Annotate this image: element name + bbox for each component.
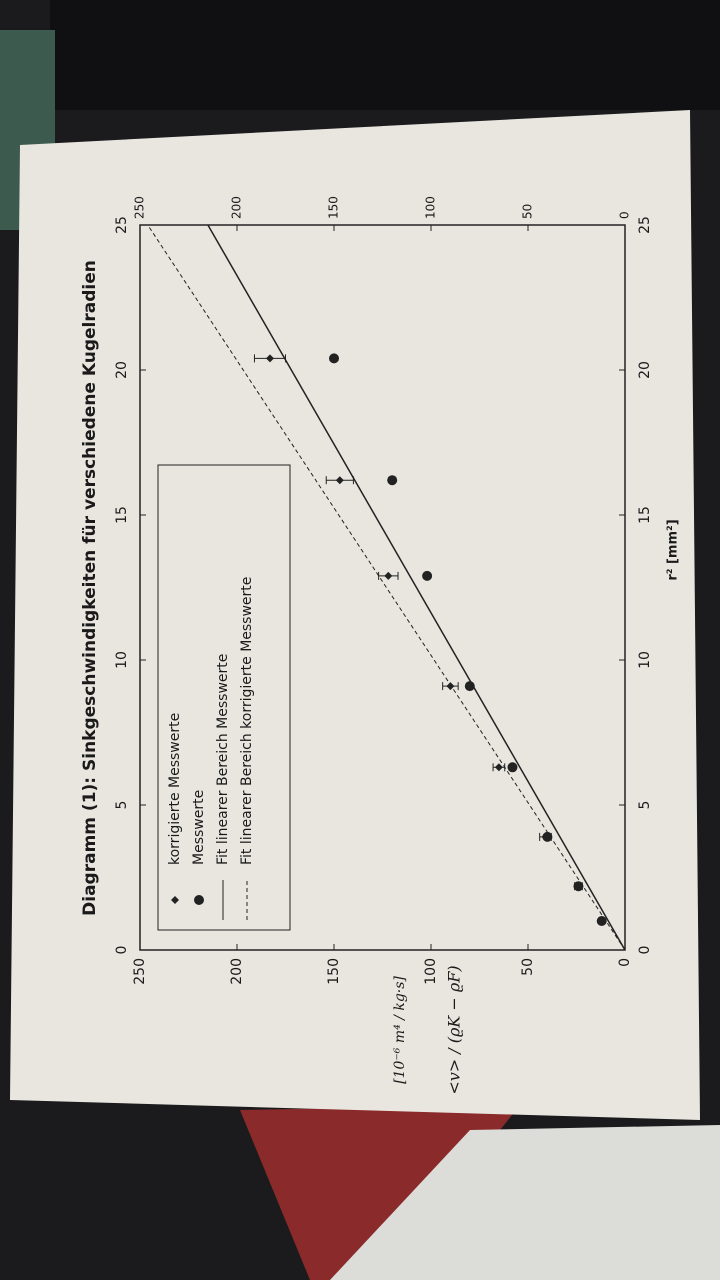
- x-tick-label: 0: [637, 946, 653, 955]
- data-point: [335, 476, 344, 485]
- paper: [10, 110, 700, 1120]
- x-tick-label: 20: [114, 361, 130, 379]
- y-axis-unit: [10⁻⁶ m⁴ / kg·s]: [392, 976, 408, 1084]
- y-tick-label: 50: [520, 958, 536, 976]
- y-tick-label: 250: [132, 958, 148, 985]
- fit-line: [207, 224, 626, 951]
- x-axis-label: r² [mm²]: [666, 519, 681, 580]
- y-tick-label: 0: [618, 211, 632, 219]
- red-booklet: [240, 1105, 520, 1280]
- data-point: [507, 762, 518, 773]
- y-tick-label: 200: [230, 196, 244, 219]
- chart-title: Diagramm (1): Sinkgeschwindigkeiten für …: [80, 260, 100, 916]
- data-point: [596, 916, 607, 926]
- x-tick-label: 25: [637, 216, 653, 234]
- data-point: [542, 831, 553, 842]
- x-tick-label: 5: [637, 801, 653, 810]
- x-tick-label: 5: [114, 801, 130, 810]
- chart: Diagramm (1): Sinkgeschwindigkeiten für …: [80, 196, 681, 1095]
- data-point: [329, 353, 339, 364]
- y-tick-label: 100: [423, 958, 439, 985]
- x-tick-label: 10: [114, 651, 130, 669]
- keyboard: [50, 0, 720, 110]
- data-point: [265, 354, 274, 363]
- x-tick-label: 10: [637, 651, 653, 669]
- legend-box: [157, 464, 291, 931]
- y-tick-label: 0: [617, 958, 633, 967]
- data-point: [422, 570, 433, 581]
- y-axis-label: <v> / (ϱK − ϱF): [445, 965, 464, 1094]
- x-tick-label: 15: [114, 506, 130, 524]
- legend-label: Fit linearer Bereich Messwerte: [215, 654, 231, 865]
- y-tick-label: 150: [327, 196, 341, 219]
- legend-swatch: [194, 895, 204, 905]
- fit-line: [147, 224, 626, 951]
- legend-swatch: [171, 896, 179, 904]
- paper-sheet: [330, 1125, 720, 1280]
- legend-label: Messwerte: [191, 790, 207, 865]
- x-tick-label: 20: [637, 361, 653, 379]
- x-tick-label: 15: [637, 506, 653, 524]
- x-tick-label: 25: [114, 216, 130, 234]
- x-tick-label: 0: [114, 946, 130, 955]
- y-tick-label: 150: [326, 958, 342, 985]
- legend-label: Fit linearer Bereich korrigierte Messwer…: [239, 577, 255, 865]
- y-tick-label: 200: [229, 958, 245, 985]
- y-tick-label: 100: [424, 196, 438, 219]
- plot-frame: [139, 224, 626, 951]
- data-point: [573, 881, 584, 892]
- y-tick-label: 250: [133, 196, 147, 219]
- data-point: [387, 475, 398, 486]
- legend-label: korrigierte Messwerte: [167, 713, 183, 865]
- y-tick-label: 50: [521, 204, 535, 219]
